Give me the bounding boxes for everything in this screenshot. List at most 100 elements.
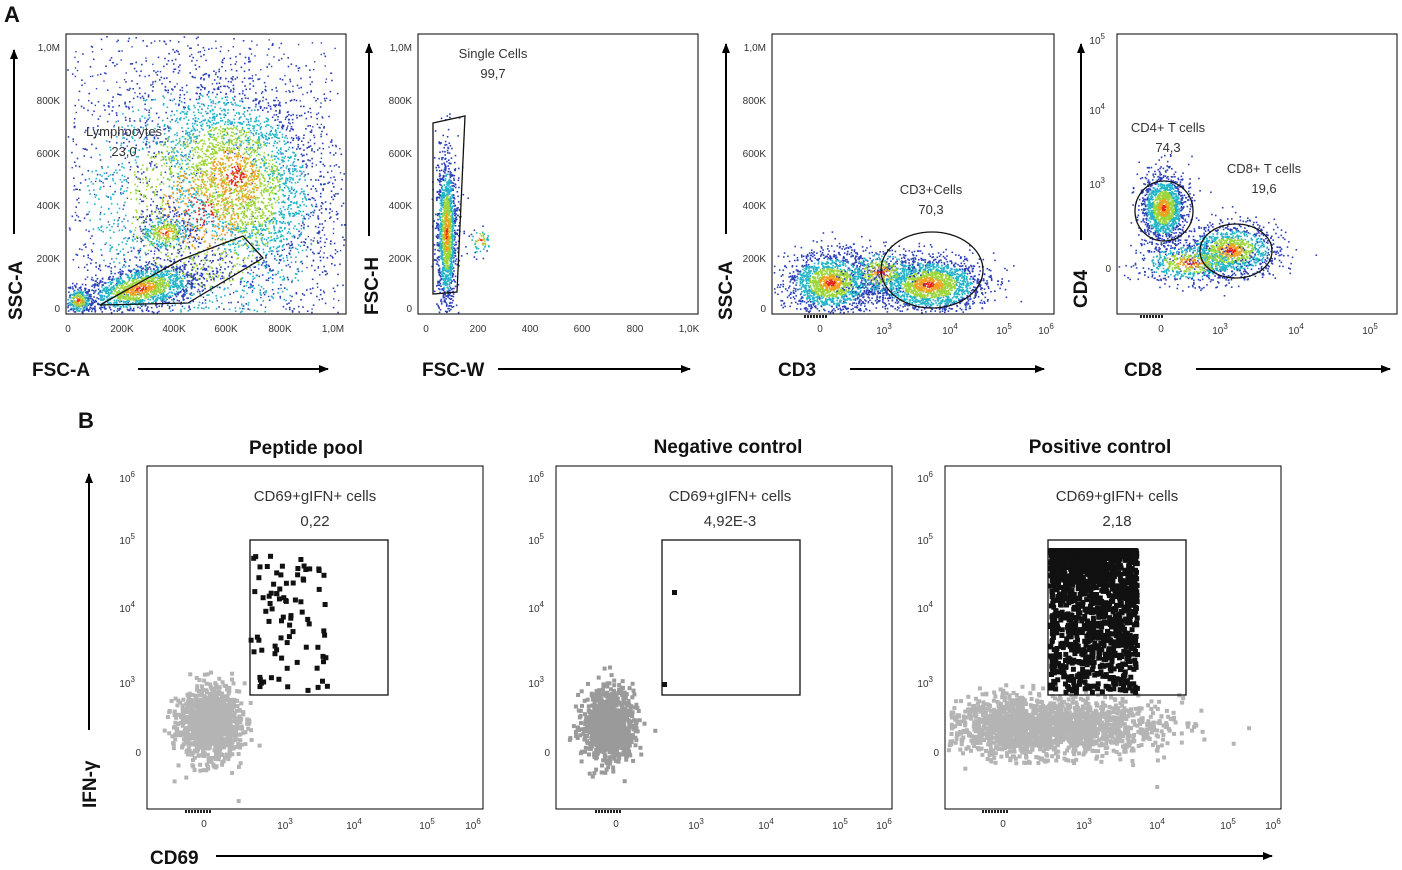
event-point [340, 172, 341, 173]
event-point [241, 98, 243, 100]
event-point [242, 157, 243, 158]
event-point [283, 216, 285, 218]
event-point [262, 97, 264, 99]
event-point [242, 308, 243, 309]
event-point [218, 161, 220, 163]
event-point [340, 250, 341, 251]
event-point [101, 49, 102, 50]
event-point [289, 245, 291, 247]
event-point [123, 205, 125, 207]
event-point [234, 96, 236, 98]
event-point [260, 304, 262, 306]
event-point [144, 226, 146, 228]
event-point [152, 64, 153, 65]
event-point [266, 107, 268, 109]
event-point [88, 100, 89, 101]
event-point [147, 119, 149, 121]
event-point [306, 147, 308, 149]
event-point [216, 94, 218, 96]
event-point [233, 46, 234, 47]
event-point [77, 189, 78, 190]
event-point [128, 108, 130, 110]
event-point [275, 202, 277, 204]
event-point [227, 177, 229, 179]
event-point [212, 92, 214, 94]
event-point [153, 141, 155, 143]
event-point [220, 205, 222, 207]
event-point [314, 61, 315, 62]
event-point [283, 54, 284, 55]
event-point [311, 116, 313, 118]
event-point [274, 177, 276, 179]
event-point [333, 233, 334, 234]
event-point [323, 227, 325, 229]
event-point [256, 155, 258, 157]
event-point [97, 74, 98, 75]
event-point [227, 153, 228, 154]
event-point [90, 238, 91, 239]
event-point [305, 163, 307, 165]
event-point [103, 182, 104, 183]
event-point [280, 151, 282, 153]
event-point [298, 311, 300, 313]
event-point [78, 216, 79, 217]
event-point [223, 244, 225, 246]
event-point [241, 221, 243, 223]
event-point [288, 279, 290, 281]
event-point [266, 66, 268, 68]
event-point [231, 271, 232, 272]
event-point [78, 202, 79, 203]
event-point [265, 224, 267, 226]
event-point [233, 109, 234, 110]
event-point [242, 245, 244, 247]
event-point [211, 184, 213, 186]
event-point [278, 198, 280, 200]
event-point [207, 131, 209, 133]
event-point [321, 42, 322, 43]
event-point [240, 156, 242, 158]
event-point [217, 76, 219, 78]
event-point [202, 120, 204, 122]
event-point [103, 186, 104, 187]
event-point [268, 296, 269, 297]
event-point [267, 54, 268, 55]
event-point [222, 59, 224, 61]
event-point [191, 48, 192, 49]
event-point [240, 240, 242, 242]
event-point [319, 274, 320, 275]
event-point [285, 181, 287, 183]
event-point [81, 249, 82, 250]
event-point [140, 97, 142, 99]
event-point [288, 264, 289, 265]
event-point [187, 45, 188, 46]
event-point [246, 147, 247, 148]
event-point [302, 222, 304, 224]
event-point [302, 198, 304, 200]
event-point [310, 139, 311, 140]
event-point [244, 152, 246, 154]
event-point [207, 94, 209, 96]
event-point [182, 160, 184, 162]
event-point [307, 226, 309, 228]
event-point [303, 204, 305, 206]
event-point [307, 159, 309, 161]
event-point [242, 165, 244, 167]
event-point [313, 135, 314, 136]
event-point [220, 133, 222, 135]
event-point [226, 226, 227, 227]
event-point [212, 110, 214, 112]
event-point [278, 100, 279, 101]
event-point [208, 216, 210, 218]
event-point [106, 178, 108, 180]
event-point [226, 189, 228, 191]
event-point [231, 140, 233, 142]
event-point [308, 173, 310, 175]
event-point [192, 57, 194, 59]
event-point [165, 128, 167, 130]
event-point [290, 250, 292, 252]
event-point [76, 112, 77, 113]
event-point [282, 157, 284, 159]
event-point [230, 193, 231, 194]
event-point [101, 181, 102, 182]
event-point [252, 125, 254, 127]
